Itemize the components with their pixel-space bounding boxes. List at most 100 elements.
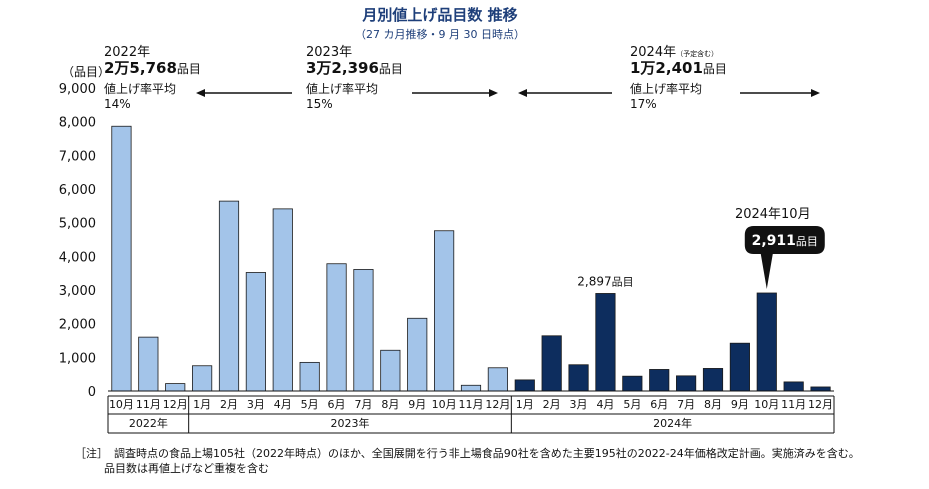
oct-2024-bubble <box>744 226 825 289</box>
x-tick-label: 7月 <box>354 398 372 411</box>
y-tick-label: 7,000 <box>59 149 96 164</box>
bar <box>434 230 455 392</box>
bar <box>756 292 777 392</box>
bar <box>111 125 132 392</box>
y-tick-label: 3,000 <box>59 284 96 299</box>
bar <box>353 269 374 392</box>
x-tick-label: 9月 <box>408 398 426 411</box>
period-header-2022: 2022年 2万5,768品目 値上げ率平均 14% <box>104 45 201 111</box>
bar <box>622 375 643 392</box>
x-tick-label: 3月 <box>247 398 265 411</box>
bar <box>649 369 670 392</box>
period-total: 2万5,768品目 <box>104 59 201 77</box>
apr-2024-value: 2,897 <box>577 274 611 288</box>
bar <box>541 335 562 392</box>
y-tick-label: 2,000 <box>59 318 96 333</box>
group-label: 2023年 <box>331 416 370 430</box>
footnote-line2: 品目数は再値上げなど重複を含む <box>104 461 269 475</box>
x-tick-label: 12月 <box>808 398 833 411</box>
bar <box>326 263 347 392</box>
bar <box>595 293 616 392</box>
bar <box>810 386 831 392</box>
chart-subtitle: （27 カ月推移・9 月 30 日時点） <box>355 27 525 41</box>
period-header-2023: 2023年 3万2,396品目 値上げ率平均 15% <box>306 45 403 111</box>
y-tick-label: 4,000 <box>59 250 96 265</box>
x-tick-label: 12月 <box>163 398 188 411</box>
period-avg-label: 値上げ率平均 <box>630 81 702 96</box>
bar <box>272 208 293 392</box>
bar <box>165 383 186 392</box>
x-tick-label: 10月 <box>109 398 134 411</box>
bar <box>192 365 213 392</box>
period-total: 1万2,401品目 <box>630 59 727 77</box>
oct-2024-unit: 品目 <box>796 235 818 248</box>
arrow-2023-head <box>489 89 498 97</box>
bar <box>407 317 428 392</box>
x-tick-label: 1月 <box>516 398 534 411</box>
y-axis: 0 1,000 2,000 3,000 4,000 5,000 6,000 7,000 8,00… <box>59 82 96 400</box>
period-arrows <box>196 89 820 97</box>
x-tick-label: 12月 <box>485 398 510 411</box>
x-tick-label: 4月 <box>596 398 614 411</box>
y-tick-label: 5,000 <box>59 217 96 232</box>
period-total-value: 1万2,401 <box>630 59 703 77</box>
bar <box>702 368 724 392</box>
x-tick-label: 8月 <box>381 398 399 411</box>
footnote-line1: ［注］ 調査時点の食品上場105社（2022年時点）のほか、全国展開を行う非上場食… <box>75 446 860 460</box>
arrow-2024-right-head <box>811 89 820 97</box>
bar <box>460 384 482 392</box>
footnote-text: 調査時点の食品上場105社（2022年時点）のほか、全国展開を行う非上場食品90… <box>114 446 860 460</box>
y-tick-label: 1,000 <box>59 351 96 366</box>
period-year: 2023年 <box>306 45 352 60</box>
x-tick-label: 1月 <box>193 398 211 411</box>
x-tick-label: 5月 <box>301 398 319 411</box>
x-tick-label: 7月 <box>677 398 695 411</box>
bar <box>729 342 750 392</box>
period-avg-value: 14% <box>104 97 131 111</box>
period-total-value: 2万5,768 <box>104 59 177 77</box>
apr-2024-data-label: 2,897品目 <box>577 274 633 288</box>
x-tick-label: 2月 <box>220 398 238 411</box>
oct-2024-value-label: 2,911品目 <box>752 233 818 249</box>
period-year: 2022年 <box>104 45 150 60</box>
x-tick-label: 2月 <box>543 398 561 411</box>
y-axis-unit: （品目） <box>62 65 110 79</box>
x-tick-label: 11月 <box>781 398 806 411</box>
period-avg-value: 17% <box>630 97 657 111</box>
arrow-2024-left-head <box>518 89 527 97</box>
period-year-label: 2024年 <box>630 45 676 60</box>
period-avg-label: 値上げ率平均 <box>104 81 176 96</box>
x-tick-label: 5月 <box>623 398 641 411</box>
period-total-unit: 品目 <box>379 62 403 76</box>
bar <box>487 367 508 392</box>
bar <box>299 361 320 392</box>
group-label: 2022年 <box>129 416 168 430</box>
bars <box>111 125 831 392</box>
y-tick-label: 0 <box>88 385 96 400</box>
oct-2024-caption: 2024年10月 <box>735 207 811 222</box>
bar <box>138 336 159 392</box>
x-tick-label: 11月 <box>136 398 161 411</box>
chart-title: 月別値上げ品目数 推移 <box>361 6 517 24</box>
period-total-value: 3万2,396 <box>306 59 379 77</box>
y-tick-label: 9,000 <box>59 82 96 97</box>
period-note: （予定含む） <box>676 49 718 58</box>
x-tick-label: 10月 <box>432 398 457 411</box>
x-tick-label: 8月 <box>704 398 722 411</box>
bar <box>380 349 401 392</box>
x-tick-label: 6月 <box>328 398 346 411</box>
x-tick-label: 9月 <box>731 398 749 411</box>
period-total-unit: 品目 <box>703 62 727 76</box>
x-tick-label: 4月 <box>274 398 292 411</box>
bar <box>676 375 697 392</box>
y-tick-label: 8,000 <box>59 116 96 131</box>
x-tick-label: 10月 <box>754 398 779 411</box>
period-total: 3万2,396品目 <box>306 59 403 77</box>
bar <box>783 381 804 392</box>
x-tick-label: 6月 <box>650 398 668 411</box>
group-label: 2024年 <box>653 416 692 430</box>
x-axis: 10月 11月 12月 1月 2月 3月 4月 5月 6月 7月 8月 9月 10月 11月 12月 1月 2月… <box>107 390 835 434</box>
oct-2024-value: 2,911 <box>752 233 796 249</box>
y-tick-label: 6,000 <box>59 183 96 198</box>
